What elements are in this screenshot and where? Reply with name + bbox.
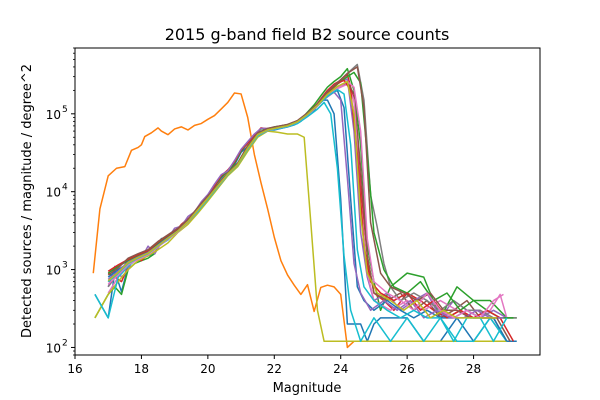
y-tick-exponent: 3 <box>62 261 68 271</box>
y-axis-label: Detected sources / magnitude / degree^2 <box>20 64 35 338</box>
series-line-18 <box>107 80 497 319</box>
x-tick-label: 18 <box>134 362 149 376</box>
y-tick-label: 10 <box>46 264 61 278</box>
y-tick-exponent: 2 <box>62 338 68 348</box>
x-tick-label: 26 <box>400 362 415 376</box>
x-tick-label: 24 <box>333 362 348 376</box>
series-line-1 <box>92 92 374 349</box>
x-tick-label: 28 <box>466 362 481 376</box>
x-tick-label: 22 <box>267 362 282 376</box>
y-tick-label: 10 <box>46 108 61 122</box>
y-tick-exponent: 5 <box>62 105 68 115</box>
x-axis-label: Magnitude <box>273 381 342 396</box>
plot-area-frame <box>74 47 541 356</box>
y-tick-label: 10 <box>46 341 61 355</box>
x-tick-label: 16 <box>67 362 82 376</box>
series-line-9 <box>94 130 507 343</box>
y-tick-exponent: 4 <box>62 183 68 193</box>
x-tick-label: 20 <box>200 362 215 376</box>
x-axis: 16 18 20 22 24 26 28 <box>67 355 481 376</box>
y-tick-label: 10 <box>46 186 61 200</box>
series-group <box>92 63 517 349</box>
chart-title: 2015 g-band field B2 source counts <box>165 25 450 44</box>
